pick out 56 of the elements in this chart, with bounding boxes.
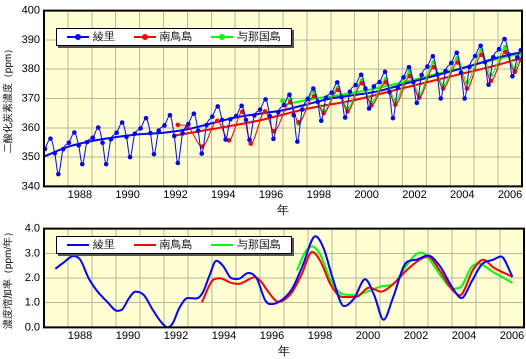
y-tick-label: 390 [22, 34, 40, 46]
x-tick-label: 2000 [354, 189, 379, 202]
point [479, 52, 484, 58]
legend-label: 与那国島 [237, 238, 281, 252]
x-tick-label: 1996 [260, 330, 284, 342]
legend-label: 綾里 [93, 30, 115, 44]
legend-label: 南鳥島 [160, 30, 192, 44]
x-tick-label: 2006 [498, 189, 522, 202]
point [431, 64, 436, 70]
y-tick-label: 400 [22, 4, 40, 17]
x-tick-label: 1990 [115, 189, 140, 202]
point [176, 122, 180, 128]
x-tick-label: 1992 [164, 330, 188, 342]
x-tick-label: 2006 [500, 330, 524, 342]
x-tick-label: 1998 [308, 330, 332, 342]
x-tick-label: 1994 [212, 330, 236, 342]
point [407, 74, 412, 79]
x-axis-title: 年 [277, 203, 289, 218]
y-tick-label: 4.0 [24, 222, 40, 235]
line-series [54, 235, 514, 328]
y-tick-label: 340 [22, 180, 40, 192]
x-tick-label: 2004 [450, 189, 474, 202]
x-tick-label: 1996 [258, 189, 284, 202]
x-axis-title: 年 [278, 344, 290, 358]
point [360, 80, 364, 86]
point [502, 50, 508, 54]
y-tick-label: 350 [22, 151, 40, 164]
legend-label: 綾里 [93, 238, 115, 252]
y-tick-label: 370 [22, 92, 40, 105]
x-tick-label: 1988 [68, 330, 92, 342]
line-series [200, 250, 514, 304]
x-tick-label: 2004 [452, 330, 476, 342]
y-axis-title: 二酸化炭素濃度（ppm） [2, 44, 14, 154]
x-tick-label: 1990 [116, 330, 140, 342]
point [502, 44, 508, 50]
y-axis-title: 濃度増加率（ppm/年） [2, 226, 14, 330]
y-tick-label: 0.0 [24, 321, 40, 334]
point [214, 118, 220, 124]
point [248, 141, 254, 146]
x-tick-label: 1994 [211, 189, 236, 202]
y-tick-label: 360 [22, 122, 40, 134]
legend-label: 南鳥島 [160, 238, 192, 252]
y-tick-label: 1.0 [24, 296, 40, 309]
y-tick-label: 3.0 [24, 247, 40, 260]
x-tick-label: 2002 [402, 189, 427, 202]
x-tick-label: 1988 [68, 189, 92, 202]
x-tick-label: 1998 [306, 189, 332, 202]
x-tick-label: 2000 [356, 330, 380, 342]
x-tick-label: 1992 [163, 189, 188, 202]
point [280, 98, 285, 104]
line-series [296, 245, 514, 296]
legend-label: 与那国島 [237, 30, 281, 44]
y-tick-label: 380 [22, 63, 40, 76]
point [262, 109, 268, 114]
y-tick-label: 2.0 [24, 272, 40, 284]
x-tick-label: 2002 [404, 330, 428, 342]
